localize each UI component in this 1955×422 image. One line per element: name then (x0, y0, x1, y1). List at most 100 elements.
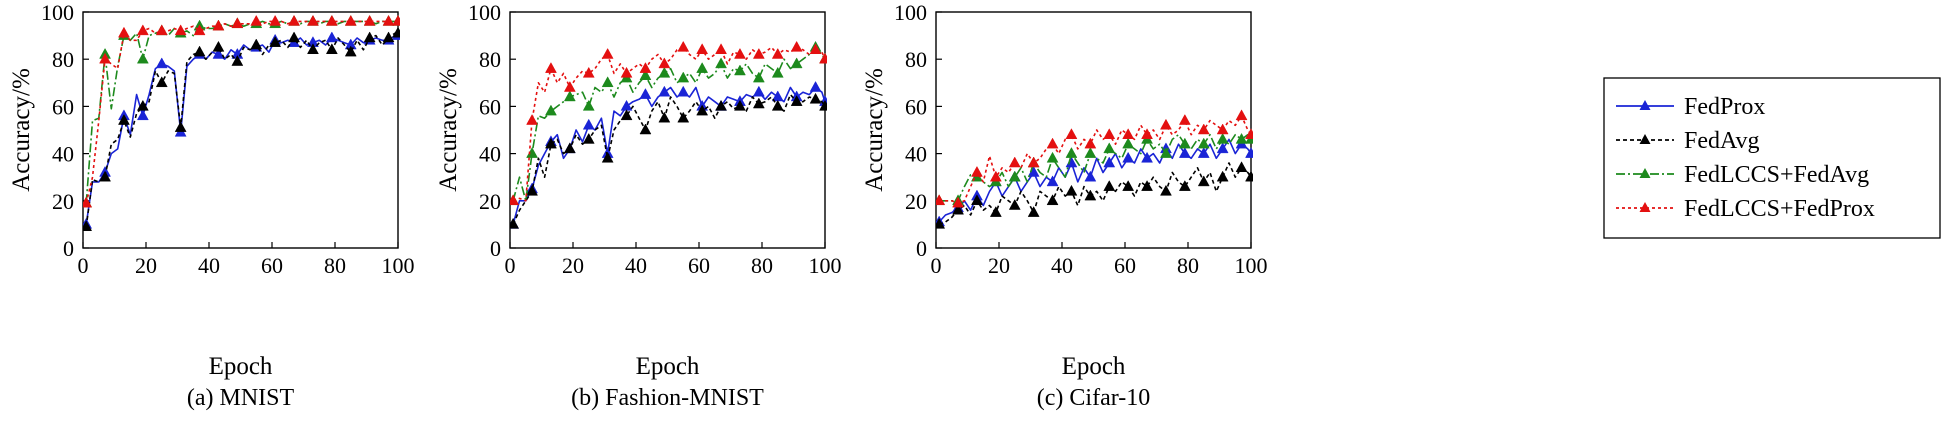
series-lccs_prox (83, 14, 400, 208)
data-point-fedavg (1065, 184, 1078, 196)
data-point-fedprox (1245, 147, 1253, 158)
x-tick-label: 100 (1235, 253, 1268, 278)
y-tick-label: 100 (894, 0, 927, 25)
data-point-fedavg (601, 151, 614, 163)
data-point-lccs_avg (1197, 137, 1210, 149)
data-point-fedavg (696, 104, 709, 116)
series-fedavg (510, 92, 827, 229)
data-point-fedavg (1197, 175, 1210, 187)
data-point-lccs_avg (752, 71, 765, 83)
data-point-lccs_prox (325, 14, 338, 26)
data-point-fedavg (545, 137, 557, 149)
series-lccs_prox (936, 109, 1253, 208)
data-point-fedprox (1197, 147, 1210, 158)
plot-frame (82, 11, 399, 249)
data-point-fedprox (809, 81, 822, 92)
series-fedprox (936, 137, 1253, 227)
x-tick-label: 80 (1177, 253, 1199, 278)
data-point-lccs_avg (734, 64, 746, 76)
data-point-lccs_prox (658, 57, 671, 69)
data-point-lccs_avg (1065, 147, 1078, 158)
series-lccs_avg (510, 40, 827, 206)
data-point-lccs_prox (344, 14, 357, 26)
data-point-fedavg (344, 45, 357, 57)
x-axis-label: Epoch (636, 353, 700, 380)
data-point-fedavg (752, 97, 765, 109)
data-point-fedavg (819, 99, 827, 111)
data-point-lccs_prox (231, 17, 244, 29)
y-axis-label: Accuracy/% (435, 68, 462, 192)
data-point-fedavg (582, 132, 595, 144)
data-point-lccs_avg (658, 66, 671, 78)
data-point-fedavg (1027, 206, 1040, 217)
data-point-lccs_prox (752, 47, 765, 59)
x-tick-label: 20 (135, 253, 157, 278)
data-point-lccs_avg (1216, 132, 1229, 144)
data-point-lccs_prox (936, 194, 946, 206)
data-point-lccs_prox (212, 19, 225, 31)
data-point-fedprox (1046, 175, 1059, 187)
data-point-fedavg (99, 170, 111, 182)
data-point-lccs_prox (1141, 128, 1153, 139)
panel-cifar-10: 0 20 40 60 80 100 0 20 40 60 80 100 Epoch (c) Cifar-1… (861, 0, 1268, 411)
data-point-fedprox (1122, 151, 1135, 163)
data-point-lccs_prox (790, 40, 803, 52)
data-point-lccs_avg (1235, 132, 1248, 144)
data-point-lccs_avg (1103, 142, 1116, 154)
panel-caption: (a) MNIST (187, 385, 295, 411)
plot-frame (509, 11, 826, 249)
data-point-fedprox (212, 47, 225, 59)
y-tick-label: 60 (52, 94, 74, 119)
data-point-fedprox (136, 109, 149, 121)
data-point-fedprox (1027, 165, 1040, 177)
data-point-fedavg (136, 99, 149, 111)
data-point-lccs_prox (677, 40, 690, 52)
legend-label-fedprox: FedProx (1684, 94, 1765, 120)
data-point-lccs_avg (790, 57, 803, 69)
data-point-lccs_avg (545, 104, 557, 116)
data-point-fedavg (510, 217, 520, 229)
legend-label-lccs_prox: FedLCCS+FedProx (1684, 196, 1875, 222)
panel-mnist: 0 20 40 60 80 100 0 20 40 60 80 100 Epoch (a) MNIST Ac… (8, 0, 415, 411)
legend-marker-fedavg (1639, 134, 1651, 144)
data-point-fedavg (1008, 199, 1021, 210)
data-point-lccs_prox (545, 62, 557, 73)
y-axis-label: Accuracy/% (861, 68, 888, 192)
data-point-lccs_prox (1084, 137, 1097, 149)
data-point-fedprox (752, 85, 765, 97)
data-point-fedavg (363, 31, 376, 43)
y-tick-label: 80 (52, 47, 74, 72)
data-point-lccs_prox (1046, 137, 1059, 149)
data-point-lccs_avg (1084, 147, 1097, 158)
series-lccs_avg (936, 132, 1253, 206)
data-point-lccs_prox (620, 66, 633, 78)
data-point-lccs_prox (392, 14, 400, 26)
data-point-lccs_avg (677, 71, 690, 83)
data-point-fedavg (809, 92, 822, 104)
data-point-fedavg (639, 123, 652, 135)
panel-caption: (c) Cifar-10 (1037, 385, 1150, 411)
x-tick-label: 40 (198, 253, 220, 278)
data-point-lccs_prox (363, 14, 376, 26)
legend-marker-lccs_prox (1639, 202, 1651, 212)
data-point-lccs_prox (136, 24, 149, 36)
y-axis-label: Accuracy/% (8, 68, 35, 192)
y-tick-label: 100 (468, 0, 501, 25)
data-point-lccs_prox (1245, 128, 1253, 139)
x-tick-label: 20 (562, 253, 584, 278)
data-point-fedavg (250, 38, 263, 50)
data-point-fedprox (658, 85, 671, 97)
data-point-lccs_avg (1046, 151, 1059, 163)
data-point-lccs_prox (563, 81, 576, 92)
y-tick-label: 80 (905, 47, 927, 72)
data-point-lccs_prox (1122, 128, 1135, 139)
series-line-lccs_avg (512, 46, 826, 202)
series-line-lccs_prox (512, 46, 826, 202)
data-point-lccs_prox (771, 47, 784, 59)
data-point-lccs_prox (1160, 118, 1172, 130)
legend-marker-fedprox (1639, 100, 1651, 110)
data-point-fedavg (1122, 180, 1135, 191)
data-point-fedavg (677, 111, 690, 123)
data-point-lccs_prox (1235, 109, 1248, 121)
